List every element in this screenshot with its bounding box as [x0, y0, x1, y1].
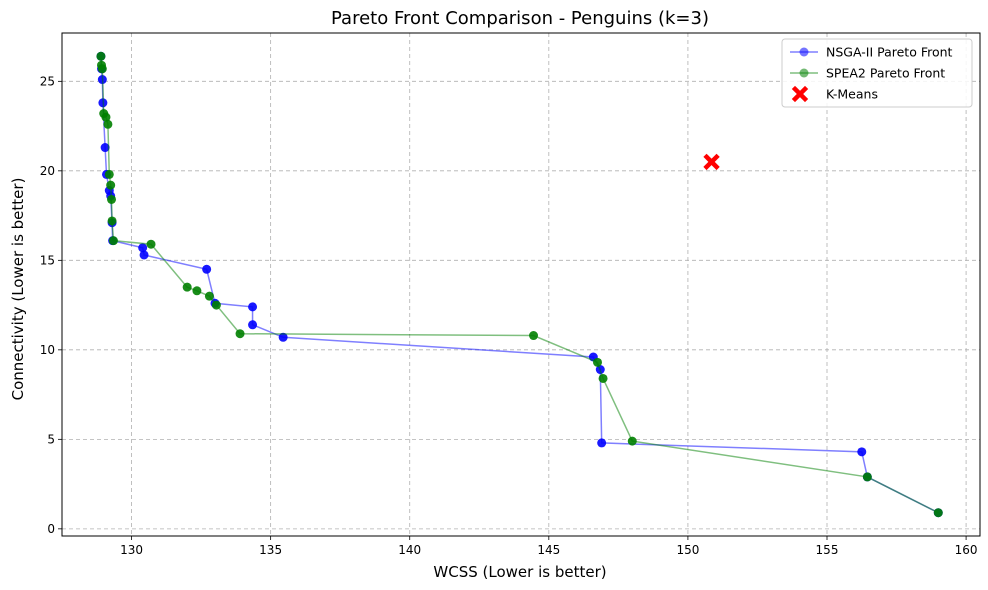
data-point [597, 438, 607, 448]
data-point [97, 64, 107, 74]
data-point [248, 320, 258, 330]
legend-box [781, 38, 973, 108]
data-point [857, 447, 867, 457]
data-point [204, 291, 214, 301]
data-point [235, 329, 245, 339]
data-point [101, 112, 111, 122]
x-tick-label: 155 [816, 543, 839, 557]
kmeans-group [703, 153, 720, 171]
chart-title: Pareto Front Comparison - Penguins (k=3) [331, 8, 709, 29]
x-tick-label: 130 [120, 543, 143, 557]
data-point [96, 51, 106, 61]
plot-area-frame [61, 32, 981, 537]
y-tick-label: 25 [40, 74, 55, 88]
kmeans-point [703, 153, 720, 171]
data-point [139, 250, 149, 260]
data-point [278, 332, 288, 342]
legend-label: SPEA2 Pareto Front [826, 66, 945, 81]
data-point [598, 373, 608, 383]
x-tick-label: 145 [537, 543, 560, 557]
legend: NSGA-II Pareto Front SPEA2 Pareto Front K-… [781, 38, 973, 108]
data-point [529, 331, 539, 341]
y-tick-label: 15 [40, 253, 55, 267]
data-point [138, 243, 148, 253]
data-point [103, 119, 113, 129]
data-point [107, 194, 117, 204]
legend-entry: NSGA-II Pareto Front [790, 45, 953, 60]
data-point [108, 236, 118, 246]
data-point [627, 436, 637, 446]
x-axis-label: WCSS (Lower is better) [433, 563, 606, 581]
data-point [107, 216, 117, 226]
data-point [182, 282, 192, 292]
data-point [192, 286, 202, 296]
legend-entry: K-Means [791, 85, 878, 103]
data-point [146, 239, 156, 249]
legend-entry: SPEA2 Pareto Front [790, 66, 945, 81]
data-point [933, 508, 943, 518]
x-tick-label: 135 [259, 543, 282, 557]
y-tick-label: 5 [47, 432, 55, 446]
series-line [100, 56, 939, 514]
x-tick-label: 150 [676, 543, 699, 557]
data-point [100, 143, 110, 153]
y-ticks: 0 5 10 15 20 25 [40, 74, 62, 536]
data-point [104, 169, 114, 179]
data-point [106, 180, 116, 190]
x-ticks: 130 135 140 145 150 155 160 [120, 536, 978, 557]
x-tick-label: 160 [955, 543, 978, 557]
x-tick-label: 140 [398, 543, 421, 557]
series-1 [96, 51, 943, 518]
series-line [100, 56, 939, 514]
y-tick-label: 0 [47, 522, 55, 536]
data-point [248, 302, 258, 312]
data-point [862, 472, 872, 482]
data-point [593, 357, 602, 367]
data-point [202, 264, 212, 274]
y-tick-label: 10 [40, 343, 55, 357]
legend-label: NSGA-II Pareto Front [826, 45, 953, 60]
data-point [211, 300, 221, 310]
series-group [96, 51, 943, 518]
y-tick-label: 20 [40, 164, 55, 178]
grid [62, 33, 980, 536]
legend-label: K-Means [826, 87, 878, 102]
series-0 [96, 51, 943, 518]
y-axis-label: Connectivity (Lower is better) [9, 178, 27, 401]
